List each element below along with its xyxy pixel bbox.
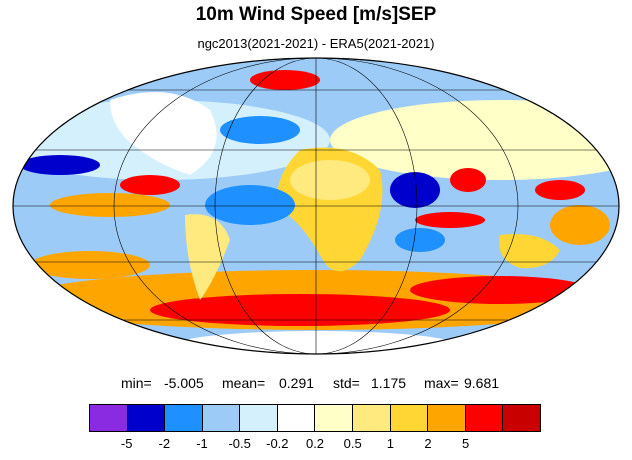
south-pacific	[30, 251, 150, 279]
madagascar-negative	[395, 228, 445, 252]
wind-speed-map	[12, 57, 620, 355]
legend-swatch-4	[240, 405, 278, 431]
chart-title: 10m Wind Speed [m/s]SEP	[195, 4, 437, 25]
arabian-sea	[390, 172, 440, 208]
legend-swatch-10	[465, 405, 504, 431]
legend-tick-label: -0.2	[266, 436, 289, 451]
legend-tick-label: 2	[424, 436, 432, 451]
globe-outline	[12, 57, 620, 355]
max-value: 9.681	[464, 375, 500, 391]
graticule	[13, 58, 619, 354]
legend-tick-label: 5	[462, 436, 470, 451]
legend-tick-label: -1	[196, 436, 208, 451]
legend-tick-label: -5	[120, 436, 133, 451]
australia-land	[499, 234, 560, 269]
north-atlantic	[220, 116, 300, 144]
legend-swatch-2	[165, 405, 203, 431]
legend-tick-label: -0.5	[228, 436, 251, 451]
std-label: std=	[333, 375, 360, 391]
mean-value: 0.291	[279, 375, 315, 391]
west-pacific-negative	[20, 155, 100, 175]
legend-tick-label: -2	[158, 436, 171, 451]
legend-swatch-0	[90, 405, 128, 431]
legend-tick-label: 0.2	[305, 436, 325, 451]
legend-swatch-7	[353, 405, 391, 431]
legend-swatch-8	[390, 405, 429, 431]
chart-subtitle: ngc2013(2021-2021) - ERA5(2021-2021)	[197, 36, 435, 51]
min-value: -5.005	[164, 375, 204, 391]
legend-swatch-9	[428, 405, 466, 431]
legend-swatch-5	[277, 405, 316, 431]
mean-label: mean=	[222, 375, 266, 391]
sahara	[290, 160, 370, 200]
central-pacific	[50, 193, 170, 217]
south-america-land	[185, 214, 230, 300]
philippine-sea	[535, 180, 585, 200]
legend-tick-label: 0.5	[343, 436, 362, 451]
north-america-land	[110, 92, 217, 175]
bay-of-bengal	[450, 168, 486, 192]
legend-swatch-1	[127, 405, 166, 431]
equatorial-indian-band	[415, 212, 485, 228]
color-legend-bar	[89, 404, 541, 432]
west-pacific-south	[550, 205, 610, 245]
southern-ocean-band	[150, 294, 450, 326]
east-pacific	[120, 175, 180, 195]
legend-swatch-3	[202, 405, 241, 431]
min-label: min=	[121, 375, 152, 391]
greenland-positive	[250, 70, 320, 90]
legend-tick-label: 1	[386, 436, 394, 451]
legend-swatch-6	[315, 405, 354, 431]
max-label: max=	[424, 375, 459, 391]
color-legend-ticks: -5 -2 -1 -0.5 -0.2 0.2 0.5 1 2 5	[0, 436, 632, 456]
south-indian-band	[410, 276, 590, 304]
legend-swatch-11	[503, 405, 540, 431]
tropical-atlantic	[205, 185, 295, 225]
std-value: 1.175	[371, 375, 407, 391]
map-field	[13, 58, 619, 354]
